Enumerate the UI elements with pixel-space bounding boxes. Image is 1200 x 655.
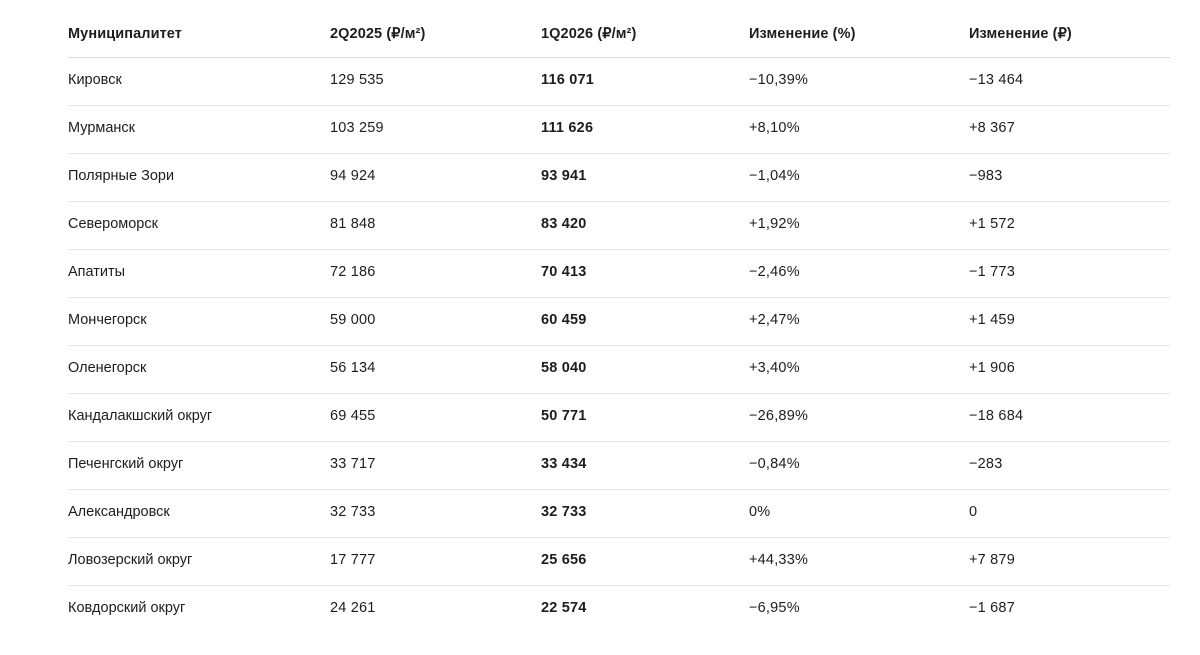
table-row: Североморск 81 848 83 420 +1,92% +1 572: [68, 199, 1170, 250]
price-1q2026-cell: 22 574: [541, 599, 587, 616]
table-row: Печенгский округ 33 717 33 434 −0,84% −2…: [68, 439, 1170, 490]
price-2q2025-cell: 69 455: [330, 391, 541, 440]
change-percent-cell: +2,47%: [749, 295, 969, 344]
price-table-container: Муниципалитет 2Q2025 (₽/м²) 1Q2026 (₽/м²…: [68, 10, 1170, 633]
change-rub-cell: +1 459: [969, 295, 1170, 344]
price-2q2025-cell: 103 259: [330, 103, 541, 152]
change-rub-cell: −983: [969, 151, 1170, 200]
header-1q2026-price: 1Q2026 (₽/м²): [541, 10, 749, 58]
change-percent-cell: 0%: [749, 487, 969, 536]
change-rub-cell: +1 906: [969, 343, 1170, 392]
price-1q2026-cell: 83 420: [541, 199, 749, 248]
change-rub-cell: −13 464: [969, 55, 1170, 104]
change-rub-cell: 0: [969, 487, 1170, 536]
change-percent-cell: +8,10%: [749, 103, 969, 152]
change-percent-cell: −10,39%: [749, 55, 969, 104]
change-rub-cell: −1 773: [969, 247, 1170, 296]
header-municipality: Муниципалитет: [68, 10, 330, 58]
price-comparison-table: Муниципалитет 2Q2025 (₽/м²) 1Q2026 (₽/м²…: [68, 10, 1170, 633]
municipality-cell: Ковдорский округ: [68, 599, 186, 616]
change-percent-cell: −2,46%: [749, 247, 969, 296]
price-2q2025-cell: 17 777: [330, 535, 541, 584]
price-1q2026-cell: 70 413: [541, 247, 749, 296]
municipality-cell: Ловозерский округ: [68, 535, 330, 584]
change-percent-cell: +3,40%: [749, 343, 969, 392]
table-row: Александровск 32 733 32 733 0% 0: [68, 487, 1170, 538]
change-rub-cell: +8 367: [969, 103, 1170, 152]
municipality-cell: Оленегорск: [68, 343, 330, 392]
change-percent-cell: −6,95%: [749, 599, 800, 616]
municipality-cell: Кировск: [68, 55, 330, 104]
price-1q2026-cell: 116 071: [541, 55, 749, 104]
municipality-cell: Александровск: [68, 487, 330, 536]
price-2q2025-cell: 32 733: [330, 487, 541, 536]
header-change-percent: Изменение (%): [749, 10, 969, 58]
price-2q2025-cell: 129 535: [330, 55, 541, 104]
table-header: Муниципалитет 2Q2025 (₽/м²) 1Q2026 (₽/м²…: [68, 10, 1170, 58]
price-1q2026-cell: 33 434: [541, 439, 749, 488]
change-percent-cell: −1,04%: [749, 151, 969, 200]
table-row: Ловозерский округ 17 777 25 656 +44,33% …: [68, 535, 1170, 586]
price-1q2026-cell: 111 626: [541, 103, 749, 152]
municipality-cell: Кандалакшский округ: [68, 391, 330, 440]
municipality-cell: Апатиты: [68, 247, 330, 296]
table-row: Кировск 129 535 116 071 −10,39% −13 464: [68, 55, 1170, 106]
table-row: Мурманск 103 259 111 626 +8,10% +8 367: [68, 103, 1170, 154]
table-row: Мончегорск 59 000 60 459 +2,47% +1 459: [68, 295, 1170, 346]
price-2q2025-cell: 81 848: [330, 199, 541, 248]
price-1q2026-cell: 50 771: [541, 391, 749, 440]
municipality-cell: Мурманск: [68, 103, 330, 152]
change-percent-cell: +1,92%: [749, 199, 969, 248]
price-2q2025-cell: 24 261: [330, 599, 376, 616]
header-change-rub: Изменение (₽): [969, 10, 1170, 58]
header-row: Муниципалитет 2Q2025 (₽/м²) 1Q2026 (₽/м²…: [68, 10, 1170, 58]
municipality-cell: Полярные Зори: [68, 151, 330, 200]
municipality-cell: Мончегорск: [68, 295, 330, 344]
municipality-cell: Североморск: [68, 199, 330, 248]
table-row: Оленегорск 56 134 58 040 +3,40% +1 906: [68, 343, 1170, 394]
change-rub-cell: +7 879: [969, 535, 1170, 584]
price-2q2025-cell: 59 000: [330, 295, 541, 344]
change-percent-cell: −0,84%: [749, 439, 969, 488]
municipality-cell: Печенгский округ: [68, 439, 330, 488]
table-row: Кандалакшский округ 69 455 50 771 −26,89…: [68, 391, 1170, 442]
change-rub-cell: −1 687: [969, 599, 1015, 616]
header-2q2025-price: 2Q2025 (₽/м²): [330, 10, 541, 58]
price-1q2026-cell: 58 040: [541, 343, 749, 392]
price-2q2025-cell: 56 134: [330, 343, 541, 392]
price-1q2026-cell: 60 459: [541, 295, 749, 344]
table-row: Апатиты 72 186 70 413 −2,46% −1 773: [68, 247, 1170, 298]
table-row: Полярные Зори 94 924 93 941 −1,04% −983: [68, 151, 1170, 202]
change-rub-cell: −283: [969, 439, 1170, 488]
change-rub-cell: +1 572: [969, 199, 1170, 248]
price-1q2026-cell: 93 941: [541, 151, 749, 200]
change-rub-cell: −18 684: [969, 391, 1170, 440]
table-body: Кировск 129 535 116 071 −10,39% −13 464 …: [68, 55, 1170, 634]
price-2q2025-cell: 72 186: [330, 247, 541, 296]
change-percent-cell: −26,89%: [749, 391, 969, 440]
price-2q2025-cell: 94 924: [330, 151, 541, 200]
price-1q2026-cell: 25 656: [541, 535, 749, 584]
price-1q2026-cell: 32 733: [541, 487, 749, 536]
change-percent-cell: +44,33%: [749, 535, 969, 584]
price-2q2025-cell: 33 717: [330, 439, 541, 488]
table-row: Ковдорский округ 24 261 22 574 −6,95% −1…: [68, 586, 1170, 634]
